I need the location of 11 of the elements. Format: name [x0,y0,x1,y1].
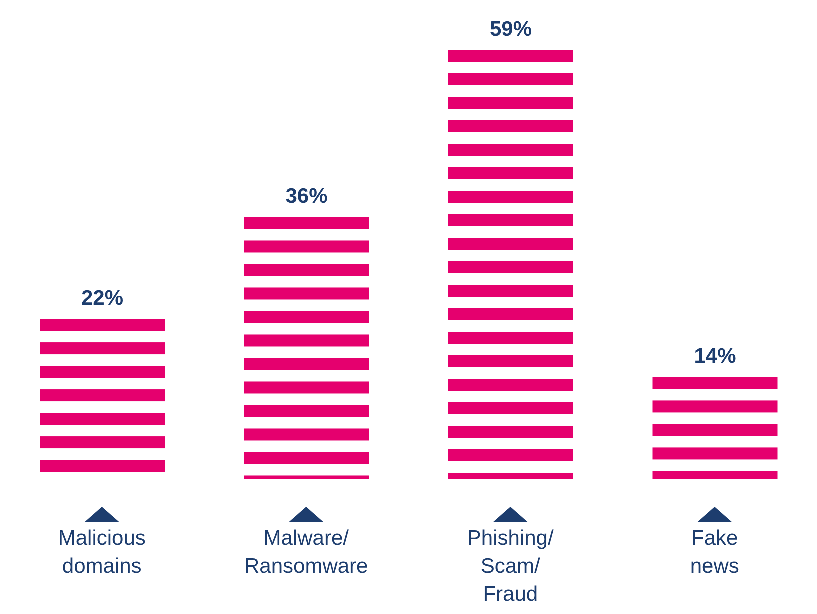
bar [448,50,574,479]
data-label: 36% [286,185,328,208]
bar [244,217,370,479]
bar [652,377,778,479]
x-tick-label: Fake news [690,527,740,578]
x-tick-label: Malware/Ransomware [244,527,368,578]
data-label: 22% [81,287,124,310]
data-label: 14% [694,345,737,368]
x-tick-label: Malicious domains [58,527,146,578]
data-label: 59% [490,18,532,41]
x-tick-label: Phishing/Scam/Fraud [467,527,554,606]
